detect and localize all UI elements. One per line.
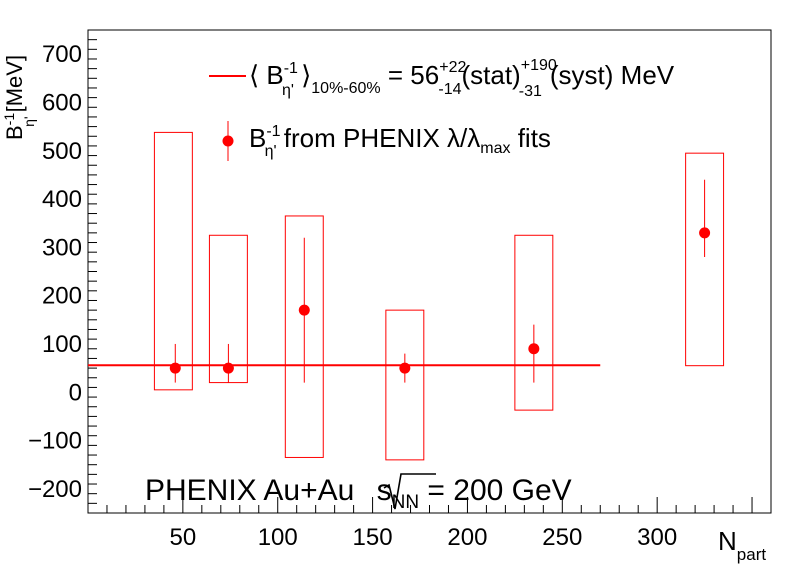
y-tick-label: −200 xyxy=(28,476,82,503)
legend-line-stat-up: +22 xyxy=(439,59,466,76)
legend-line-range: 10%-60% xyxy=(311,80,380,97)
legend-line-stat-label: (stat) xyxy=(461,60,520,90)
syst-box xyxy=(153,131,193,391)
data-point xyxy=(699,227,711,239)
legend-line-close: ⟩ xyxy=(294,60,311,90)
y-axis-label: B-1 η' [MeV] xyxy=(1,55,37,140)
y-tick-label: 700 xyxy=(42,41,82,68)
y-axis-label-unit: [MeV] xyxy=(2,55,27,112)
x-tick-label: 100 xyxy=(258,524,298,551)
annotation-sub: NN xyxy=(392,492,419,513)
y-tick-label: 0 xyxy=(69,379,82,406)
legend-line-sub: η' xyxy=(282,82,294,99)
legend-line-sup: -1 xyxy=(284,60,298,77)
annotation-rest: = 200 GeV xyxy=(419,474,572,507)
syst-box xyxy=(284,215,324,458)
legend-line-value: = 56 xyxy=(381,60,440,90)
y-tick-label: 500 xyxy=(42,138,82,165)
y-tick-label: 200 xyxy=(42,283,82,310)
systematic-boxes xyxy=(153,131,725,461)
x-tick-label: 300 xyxy=(637,524,677,551)
x-tick-label: 200 xyxy=(447,524,487,551)
syst-box xyxy=(514,234,554,411)
sqrt-symbol-icon xyxy=(383,473,436,510)
legend-line-open: ⟨ B xyxy=(249,60,284,90)
y-tick-label: −100 xyxy=(28,428,82,455)
y-axis-label-sup: -1 xyxy=(1,113,17,126)
legend-line-syst-down: -31 xyxy=(519,83,542,100)
x-tick-label: 50 xyxy=(170,524,197,551)
syst-box xyxy=(385,309,425,461)
y-tick-label: 100 xyxy=(42,331,82,358)
y-axis-ticks: −200 −100 0 100 200 300 400 500 600 700 xyxy=(28,29,97,514)
y-axis-label-base: B xyxy=(2,125,27,140)
legend-marker-max: max xyxy=(480,140,510,157)
legend-line-syst-label: (syst) MeV xyxy=(550,60,675,90)
annotation-text: PHENIX Au+Au sNN = 200 GeV xyxy=(145,474,572,513)
legend-marker-sub: η' xyxy=(265,143,277,160)
plot-frame xyxy=(87,29,772,514)
legend-line-stat-down: -14 xyxy=(438,81,461,98)
legend-marker-lambda: λ/λ xyxy=(447,123,480,153)
data-point xyxy=(528,343,540,355)
legend-line-text: ⟨ B-1 η' ⟩10%-60% = 56+22 -14(stat)+190 -31… xyxy=(249,57,675,100)
y-tick-label: 300 xyxy=(42,234,82,261)
x-axis-label-sub: part xyxy=(737,545,767,564)
legend-line-entry: ⟨ B-1 η' ⟩10%-60% = 56+22 -14(stat)+190 -31… xyxy=(209,57,675,100)
data-point xyxy=(222,362,234,374)
data-points xyxy=(169,227,711,374)
data-point xyxy=(169,362,181,374)
syst-box xyxy=(685,152,725,367)
x-axis-label: Npart xyxy=(718,526,766,564)
y-tick-label: 600 xyxy=(42,89,82,116)
legend-marker-text2: fits xyxy=(510,123,550,153)
stat-error-bars xyxy=(174,179,706,383)
annotation-s: s xyxy=(377,474,392,507)
annotation: PHENIX Au+Au sNN = 200 GeV xyxy=(145,473,572,513)
legend-marker-text1: from PHENIX xyxy=(277,123,447,153)
x-axis-label-base: N xyxy=(718,526,737,556)
x-tick-label: 150 xyxy=(353,524,393,551)
x-axis-ticks: 50 100 150 200 250 300 xyxy=(106,497,772,551)
y-tick-label: 400 xyxy=(42,186,82,213)
legend-marker-b: B xyxy=(249,123,266,153)
annotation-prefix: PHENIX Au+Au xyxy=(145,474,363,507)
legend-marker-dot xyxy=(222,135,234,147)
data-point xyxy=(399,362,411,374)
x-tick-label: 250 xyxy=(542,524,582,551)
legend-marker-text: B-1 η' from PHENIX λ/λmax fits xyxy=(249,123,551,160)
legend-marker-sup: -1 xyxy=(266,123,280,140)
y-axis-label-sub: η' xyxy=(21,116,37,126)
legend-line-syst-up: +190 xyxy=(521,57,557,74)
data-point xyxy=(298,304,310,316)
legend-marker-entry: B-1 η' from PHENIX λ/λmax fits xyxy=(222,121,551,161)
